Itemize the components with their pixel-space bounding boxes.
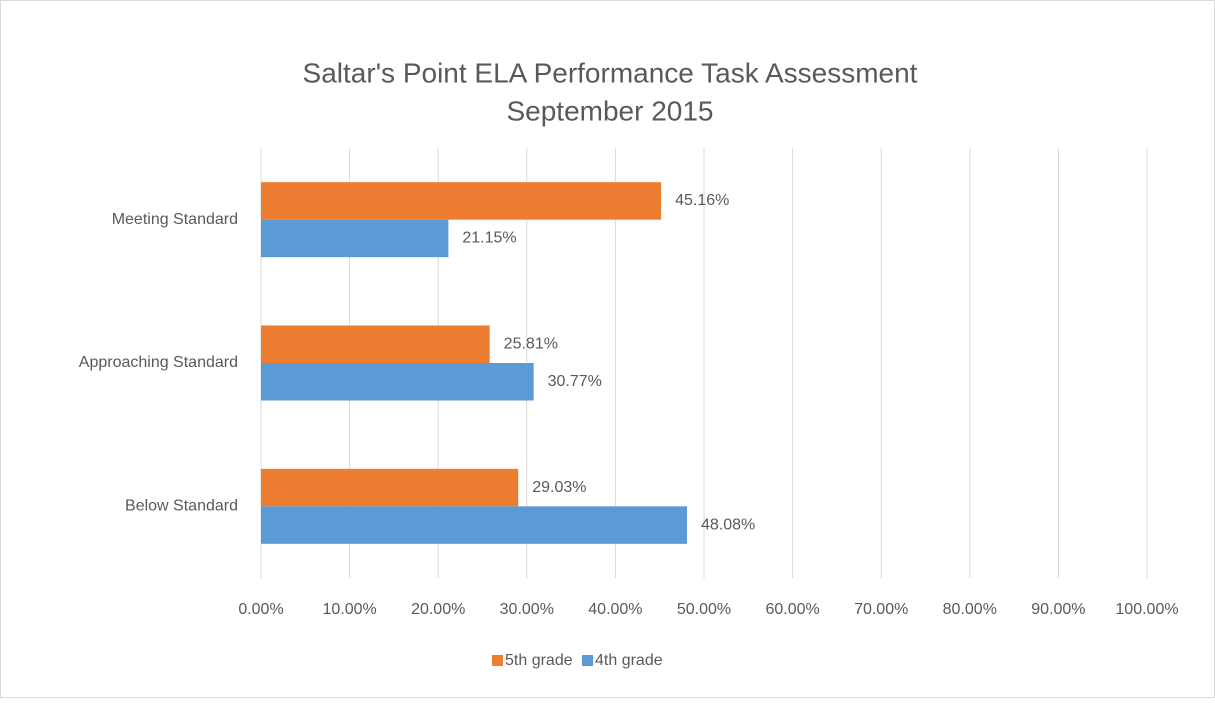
data-label: 45.16% <box>675 192 729 209</box>
x-tick-label: 80.00% <box>943 601 997 618</box>
data-label: 30.77% <box>548 373 602 390</box>
data-label: 29.03% <box>532 479 586 496</box>
y-tick-label: Approaching Standard <box>79 354 238 371</box>
data-label: 48.08% <box>701 516 755 533</box>
chart-subtitle: September 2015 <box>506 95 713 126</box>
legend-swatch <box>582 655 593 666</box>
y-tick-label: Meeting Standard <box>112 211 238 228</box>
bar <box>261 468 519 507</box>
x-tick-label: 20.00% <box>411 601 465 618</box>
x-tick-label: 10.00% <box>322 601 376 618</box>
bar <box>261 182 662 220</box>
y-tick-label: Below Standard <box>125 498 238 515</box>
data-label: 21.15% <box>462 230 516 247</box>
x-tick-label: 50.00% <box>677 601 731 618</box>
bar <box>261 219 449 258</box>
legend-swatch <box>492 655 503 666</box>
x-tick-label: 70.00% <box>854 601 908 618</box>
x-tick-label: 30.00% <box>500 601 554 618</box>
bar <box>261 506 687 544</box>
x-tick-label: 40.00% <box>588 601 642 618</box>
x-tick-label: 100.00% <box>1115 601 1178 618</box>
legend-label: 5th grade <box>505 652 573 669</box>
legend-label: 4th grade <box>595 652 663 669</box>
bar <box>261 363 534 401</box>
x-tick-label: 0.00% <box>238 601 283 618</box>
x-tick-label: 90.00% <box>1031 601 1085 618</box>
x-tick-label: 60.00% <box>765 601 819 618</box>
chart-title: Saltar's Point ELA Performance Task Asse… <box>303 57 918 88</box>
data-label: 25.81% <box>504 335 558 352</box>
bar <box>261 325 490 363</box>
